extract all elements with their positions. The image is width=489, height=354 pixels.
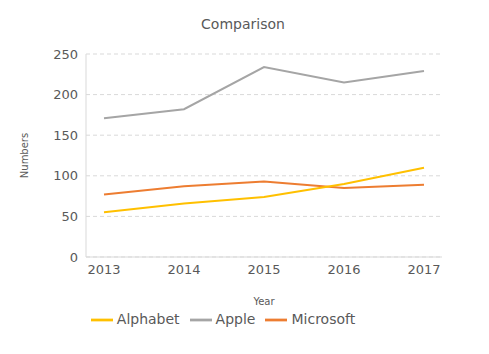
svg-text:50: 50 — [61, 209, 78, 224]
svg-text:Numbers: Numbers — [19, 133, 30, 178]
svg-text:2014: 2014 — [167, 262, 200, 277]
svg-text:Year: Year — [252, 296, 275, 307]
svg-text:200: 200 — [53, 87, 78, 102]
svg-text:150: 150 — [53, 128, 78, 143]
html-text:Microsoft: Microsoft — [291, 311, 356, 327]
svg-text:100: 100 — [53, 168, 78, 183]
html-text:Comparison: Comparison — [201, 16, 285, 32]
html-text:Alphabet: Alphabet — [116, 311, 180, 327]
html-text:Apple: Apple — [215, 311, 256, 327]
svg-text:2013: 2013 — [87, 262, 120, 277]
svg-text:2017: 2017 — [407, 262, 440, 277]
svg-text:2016: 2016 — [327, 262, 360, 277]
svg-text:0: 0 — [70, 250, 78, 265]
svg-text:250: 250 — [53, 47, 78, 62]
svg-text:2015: 2015 — [247, 262, 280, 277]
